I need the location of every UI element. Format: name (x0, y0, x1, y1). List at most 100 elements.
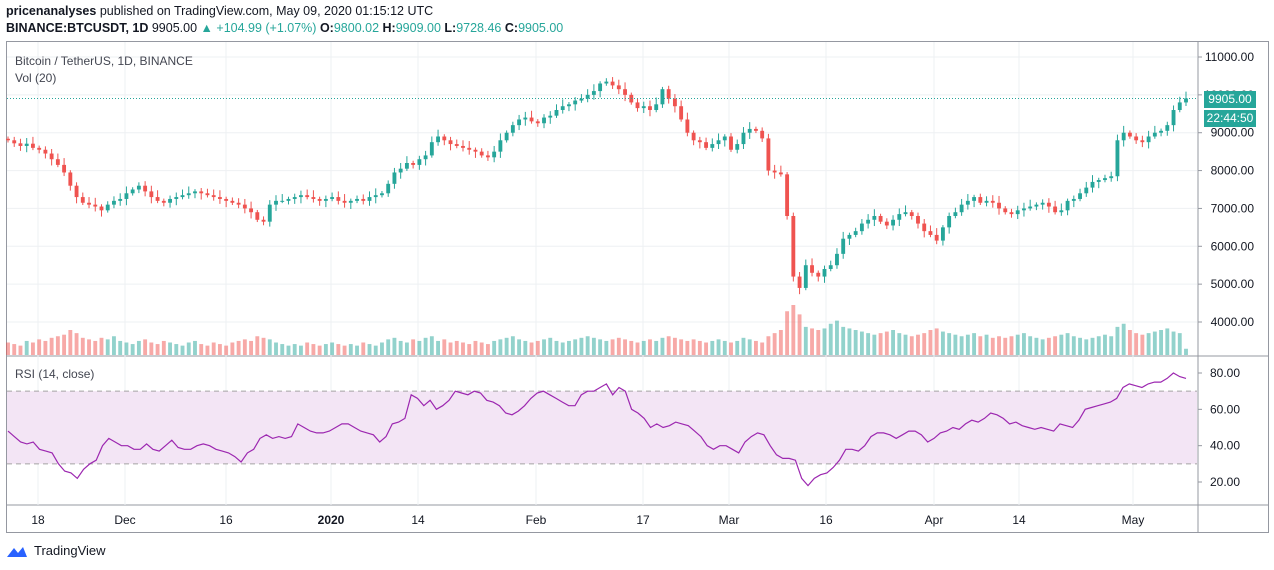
volume-bar (916, 334, 920, 355)
volume-bar (323, 344, 328, 355)
candle-body (666, 89, 671, 99)
volume-bar (242, 339, 247, 355)
candle-body (791, 216, 796, 277)
volume-bar (754, 340, 758, 355)
volume-bar (810, 328, 814, 355)
candle-body (143, 185, 148, 192)
candle-body (928, 231, 933, 235)
candle-body (249, 208, 254, 213)
volume-bar (909, 336, 914, 355)
volume-bar (685, 340, 690, 355)
volume-bar (710, 340, 715, 355)
last-price: 9905.00 (151, 21, 198, 35)
volume-bar (217, 344, 222, 355)
volume-bar (280, 344, 285, 355)
candle-body (604, 81, 609, 84)
candle-body (74, 185, 79, 198)
candle-body (741, 132, 746, 145)
x-tick-label: Apr (925, 513, 944, 527)
volume-bar (305, 342, 310, 355)
candle-body (623, 89, 627, 95)
volume-bar (716, 339, 721, 355)
y-tick-label: 9000.00 (1211, 126, 1255, 140)
low-label: L: (444, 21, 457, 35)
candle-body (280, 200, 285, 202)
volume-bar (485, 344, 490, 355)
candle-body (55, 159, 60, 165)
candle-body (1009, 212, 1014, 215)
volume-bar (1084, 339, 1089, 355)
publisher-name[interactable]: pricenanalyses (6, 4, 97, 18)
volume-bar (760, 342, 765, 355)
symbol-label: BINANCE:BTCUSDT, 1D (6, 21, 149, 35)
candle-body (754, 128, 758, 131)
x-tick-label: 2020 (318, 513, 345, 527)
volume-bar (49, 337, 54, 355)
candle-body (1184, 98, 1188, 103)
candle-body (729, 136, 733, 150)
candle-body (504, 132, 509, 141)
volume-bar (411, 339, 416, 355)
candle-body (560, 106, 565, 110)
candle-body (261, 219, 266, 222)
volume-bar (697, 340, 702, 355)
tradingview-logo[interactable]: TradingView (6, 543, 106, 558)
candle-body (348, 200, 353, 203)
candle-body (1096, 180, 1101, 182)
candle-body (797, 276, 802, 288)
volume-bar (866, 333, 871, 355)
volume-bar (747, 339, 752, 355)
volume-bar (492, 340, 497, 355)
candle-body (641, 106, 646, 109)
volume-bar (479, 342, 484, 355)
candle-body (255, 212, 260, 220)
candle-body (822, 269, 827, 277)
volume-bar (1146, 333, 1151, 355)
up-arrow-icon: ▲ (200, 21, 213, 35)
volume-bar (1109, 336, 1114, 355)
volume-bar (286, 345, 291, 355)
candle-body (448, 140, 453, 145)
volume-bar (1184, 348, 1188, 355)
candle-body (778, 172, 783, 175)
volume-bar (922, 333, 927, 355)
volume-bar (330, 342, 335, 355)
x-tick-label: Feb (526, 513, 547, 527)
volume-bar (1040, 339, 1045, 355)
volume-bar (1103, 334, 1107, 355)
publish-line: pricenanalyses published on TradingView.… (6, 4, 433, 18)
candle-body (1040, 202, 1045, 205)
candle-body (1046, 202, 1051, 207)
volume-bar (404, 342, 409, 355)
volume-bar (311, 344, 316, 355)
candle-body (772, 170, 777, 173)
volume-bar (386, 339, 391, 355)
candle-body (803, 265, 808, 288)
volume-bar (735, 340, 740, 355)
volume-bar (143, 339, 148, 355)
candle-body (517, 119, 522, 126)
volume-bar (648, 339, 652, 355)
candle-body (373, 195, 378, 198)
candle-body (299, 195, 303, 198)
volume-bar (928, 330, 933, 355)
volume-bar (467, 344, 472, 355)
volume-bar (211, 342, 216, 355)
volume-bar (361, 342, 366, 355)
candle-body (311, 197, 316, 199)
volume-bar (623, 339, 627, 355)
candle-body (1121, 132, 1126, 141)
volume-bar (548, 337, 553, 355)
candle-body (672, 98, 677, 107)
x-tick-label: 18 (31, 513, 45, 527)
candle-body (217, 197, 222, 199)
y-tick-label: 7000.00 (1211, 201, 1255, 215)
volume-bar (1022, 333, 1026, 355)
volume-bar (934, 328, 939, 355)
volume-bar (978, 336, 983, 355)
volume-bar (230, 342, 235, 355)
candle-body (118, 198, 123, 201)
volume-bar (878, 333, 883, 355)
candle-body (161, 200, 166, 203)
